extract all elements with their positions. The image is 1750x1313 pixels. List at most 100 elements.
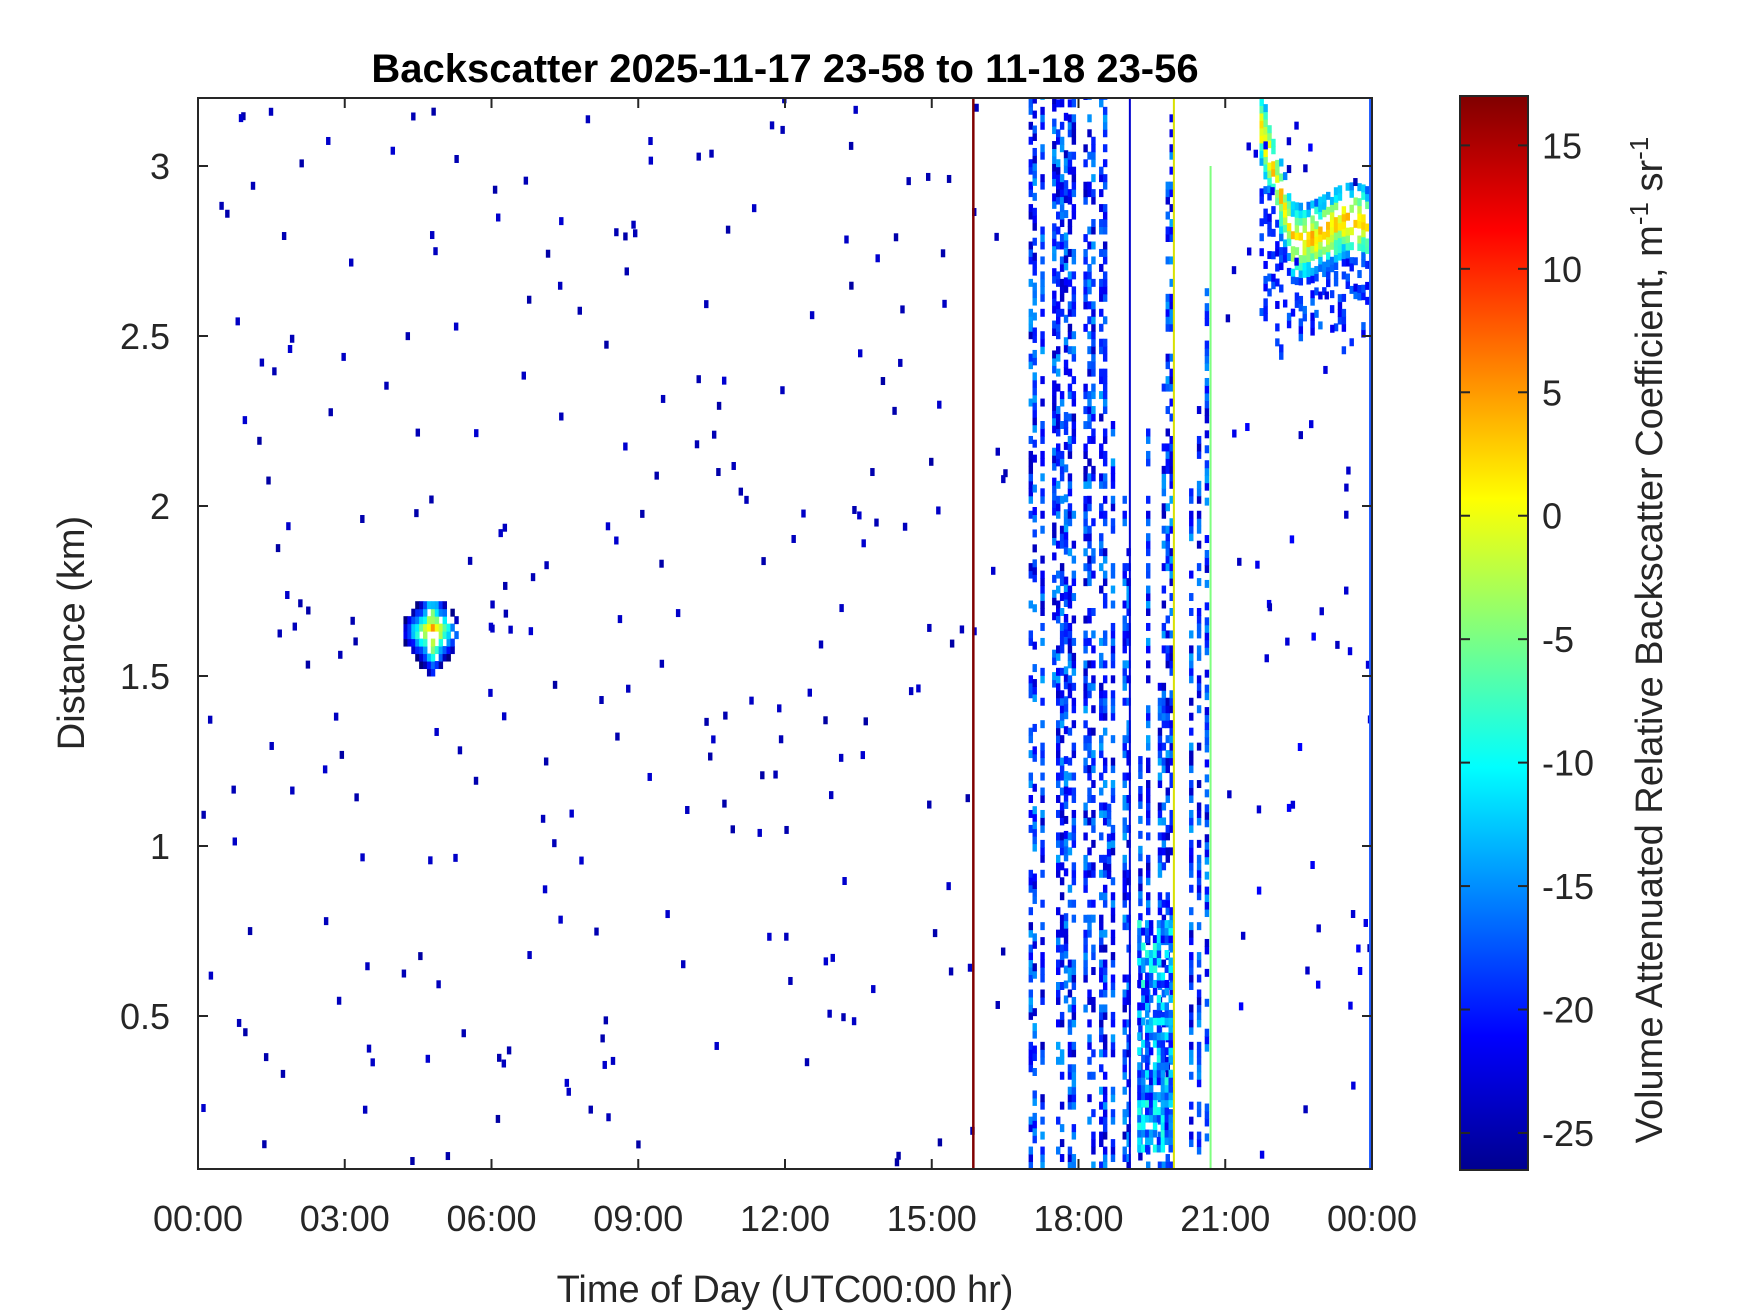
low-cloud-cell	[1164, 1062, 1170, 1071]
precip-cell	[1032, 881, 1037, 889]
noise-speck	[360, 853, 365, 862]
low-cloud-cell	[1160, 1017, 1166, 1026]
precip-cell	[1126, 839, 1131, 848]
high-cloud-fringe	[1337, 294, 1343, 303]
precip-cell	[1063, 187, 1069, 196]
cloud-cell	[423, 646, 428, 655]
noise-speck	[207, 715, 213, 724]
precip-cell	[1204, 886, 1210, 895]
precip-cell	[1052, 485, 1057, 494]
high-cloud-cell	[1361, 244, 1366, 253]
precip-cell	[1169, 608, 1174, 616]
precip-cell	[1032, 828, 1037, 837]
low-cloud-cell	[1156, 1054, 1162, 1063]
noise-speck	[711, 430, 717, 439]
noise-speck	[946, 882, 951, 891]
precip-cell	[1028, 308, 1034, 317]
precip-cell	[1055, 742, 1061, 751]
low-cloud-cell	[1145, 1032, 1150, 1041]
precip-cell	[1067, 129, 1073, 138]
precip-cell	[1071, 391, 1077, 400]
precip-cell	[1032, 349, 1037, 358]
low-cloud-cell	[1137, 950, 1142, 959]
precip-cell	[1052, 350, 1057, 359]
noise-speck	[1290, 800, 1296, 809]
low-cloud-cell	[1148, 950, 1154, 959]
noise-speck	[543, 757, 549, 766]
precip-cell	[1059, 667, 1065, 676]
y-tick-label: 1	[150, 826, 170, 867]
precip-cell	[1067, 391, 1073, 400]
precip-cell	[1032, 133, 1037, 141]
colorbar-tick-label: 5	[1542, 372, 1562, 413]
precip-cell	[1110, 832, 1116, 841]
precip-cell	[1067, 585, 1073, 594]
high-cloud-cell	[1361, 236, 1366, 245]
precip-cell	[1110, 1049, 1116, 1058]
precip-cell	[1032, 821, 1037, 830]
precip-cell	[1091, 338, 1096, 347]
precip-cell	[1157, 727, 1163, 736]
cloud-cell	[430, 601, 436, 610]
high-cloud-fringe	[1337, 309, 1343, 318]
precip-cell	[1083, 323, 1088, 332]
precip-cell	[1055, 944, 1061, 953]
precip-cell	[1099, 278, 1104, 287]
cloud-cell	[450, 646, 455, 655]
precip-cell	[1165, 323, 1170, 332]
low-cloud-cell	[1156, 920, 1162, 929]
precip-cell	[1091, 219, 1096, 228]
precip-cell	[1126, 660, 1131, 669]
high-cloud-cell	[1263, 104, 1268, 113]
high-cloud-cell	[1275, 219, 1280, 228]
precip-cell	[1091, 765, 1096, 774]
high-cloud-cell	[1349, 227, 1354, 236]
precip-cell	[1102, 884, 1108, 893]
precip-cell	[1063, 359, 1069, 368]
high-cloud-fringe	[1279, 344, 1284, 353]
precip-cell	[1063, 793, 1069, 802]
high-cloud-fringe	[1275, 248, 1280, 257]
low-cloud-cell	[1152, 1062, 1158, 1071]
precip-cell	[1028, 495, 1034, 504]
precip-cell	[1059, 630, 1065, 639]
precip-cell	[1099, 697, 1104, 706]
precip-cell	[1099, 450, 1104, 459]
precip-cell	[1032, 544, 1037, 553]
precip-cell	[1189, 884, 1194, 893]
noise-speck	[606, 1113, 611, 1122]
precip-cell	[1052, 387, 1057, 396]
precip-cell	[1091, 996, 1096, 1005]
precip-cell	[1071, 413, 1077, 422]
high-cloud-cell	[1345, 227, 1350, 236]
precip-cell	[1196, 802, 1202, 811]
noise-speck	[908, 687, 914, 696]
precip-cell	[1083, 884, 1088, 893]
noise-speck	[333, 712, 339, 721]
high-cloud-fringe	[1326, 279, 1331, 288]
high-cloud-cell	[1279, 195, 1284, 204]
precip-cell	[1189, 765, 1194, 774]
high-cloud-fringe	[1326, 271, 1331, 280]
high-cloud-cell	[1341, 251, 1347, 260]
noise-speck	[927, 623, 932, 632]
high-cloud-cell	[1326, 244, 1331, 253]
low-cloud-cell	[1148, 1017, 1154, 1026]
high-cloud-fringe	[1341, 293, 1347, 302]
precip-cell	[1059, 458, 1065, 467]
precip-cell	[1059, 735, 1065, 744]
precip-cell	[1063, 412, 1069, 421]
precip-cell	[1204, 460, 1210, 469]
precip-cell	[1040, 226, 1045, 235]
precip-cell	[1099, 346, 1104, 355]
precip-cell	[1040, 181, 1045, 190]
high-cloud-cell	[1298, 277, 1304, 286]
low-cloud-cell	[1156, 935, 1162, 944]
noise-speck	[1363, 918, 1368, 927]
precip-cell	[1099, 308, 1104, 317]
precip-cell	[1063, 980, 1069, 989]
precip-cell	[1091, 518, 1096, 527]
precip-cell	[1067, 1146, 1073, 1155]
noise-speck	[326, 136, 331, 145]
low-cloud-cell	[1156, 972, 1162, 981]
